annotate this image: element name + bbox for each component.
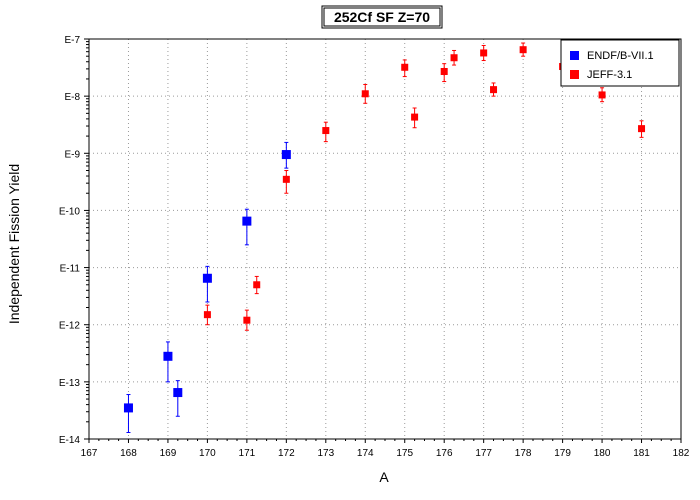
x-tick-label: 167 [81,448,98,459]
y-tick-label: E-13 [59,378,81,389]
y-tick-label: E-12 [59,321,81,332]
data-point [281,150,291,160]
chart-title-box: 252Cf SF Z=70 [321,5,443,29]
data-point [598,91,606,99]
chart-title: 252Cf SF Z=70 [334,9,430,25]
data-point [243,316,251,324]
legend-marker-endf [570,51,579,60]
legend: ENDF/B-VII.1 JEFF-3.1 [560,39,680,87]
data-point [173,388,183,398]
x-tick-label: 173 [317,448,334,459]
x-tick-label: 172 [278,448,295,459]
data-point [411,113,419,121]
x-tick-label: 169 [160,448,177,459]
x-tick-label: 175 [396,448,413,459]
data-point [123,403,133,413]
legend-label-jeff: JEFF-3.1 [587,69,632,81]
data-point [361,90,369,98]
y-tick-label: E-11 [60,264,81,275]
x-tick-label: 176 [436,448,453,459]
x-tick-label: 171 [239,448,256,459]
data-point [519,46,527,54]
data-point [322,127,330,135]
data-point [401,63,409,71]
y-tick-label: E-10 [59,206,81,217]
y-tick-label: E-8 [64,92,80,103]
data-point [440,67,448,75]
y-tick-label: E-7 [64,35,80,46]
x-tick-label: 177 [475,448,492,459]
data-point [242,216,252,226]
data-point [282,175,290,183]
data-point [163,351,173,361]
data-point [253,281,261,289]
data-layer [123,42,646,433]
y-tick-label: E-9 [64,149,80,160]
x-tick-label: 174 [357,448,374,459]
y-axis-label: Independent Fission Yield [6,164,22,324]
data-point [202,273,212,283]
legend-label-endf: ENDF/B-VII.1 [587,50,654,62]
series-jeff [203,42,646,331]
x-tick-label: 168 [120,448,137,459]
x-tick-label: 180 [594,448,611,459]
data-point [450,54,458,62]
series-endf [123,141,291,433]
data-point [203,311,211,319]
x-tick-label: 182 [673,448,690,459]
y-tick-label: E-14 [59,435,81,446]
axis-ticks: 167 168 169 170 171 172 173 174 175 176 177 178 179 1… [59,35,690,459]
data-point [480,49,488,57]
x-tick-label: 178 [515,448,532,459]
data-point [638,125,646,133]
x-tick-label: 181 [633,448,650,459]
x-tick-label: 179 [554,448,571,459]
x-axis-label: A [379,469,389,485]
x-tick-label: 170 [199,448,216,459]
legend-marker-jeff [570,70,579,79]
data-point [490,86,498,94]
